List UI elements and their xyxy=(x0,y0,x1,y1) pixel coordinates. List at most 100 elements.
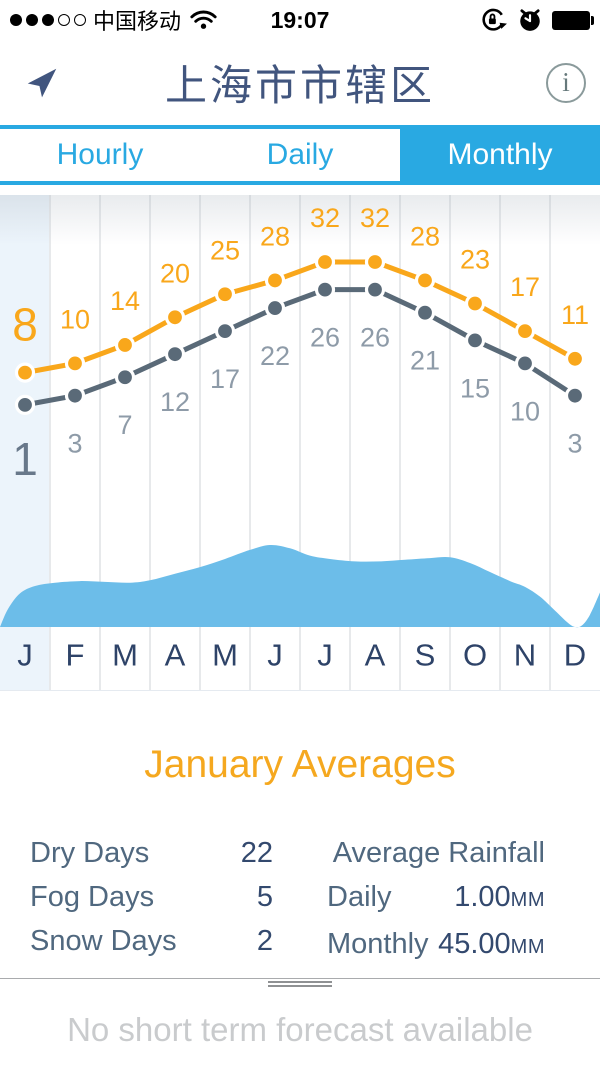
stat-value: 45.00MM xyxy=(438,928,545,960)
averages-title: January Averages xyxy=(144,743,456,786)
month-label: J xyxy=(267,638,283,673)
month-label: A xyxy=(165,638,186,673)
low-temp-value-label: 12 xyxy=(160,387,190,417)
unit-label: MM xyxy=(510,889,545,911)
high-temp-dot xyxy=(14,362,36,383)
high-temp-value-label: 17 xyxy=(510,272,540,302)
info-button[interactable]: i xyxy=(546,62,586,103)
alarm-icon xyxy=(517,7,543,33)
stat-label: Daily xyxy=(327,881,392,913)
stat-row-dry-days: Dry Days 22 xyxy=(30,831,273,875)
carrier-label: 中国移动 xyxy=(93,9,182,34)
low-temp-dot xyxy=(114,367,136,388)
month-label: S xyxy=(415,638,436,673)
high-temp-value-label: 32 xyxy=(310,203,340,233)
unit-label: MM xyxy=(510,936,545,958)
low-temp-dot xyxy=(14,394,36,415)
low-temp-value-label: 21 xyxy=(410,346,440,376)
stat-value: 22 xyxy=(240,837,273,869)
high-temp-value-label: 32 xyxy=(360,203,390,233)
high-temp-value-label: 8 xyxy=(12,299,38,351)
stat-label: Monthly xyxy=(327,928,429,960)
battery-icon xyxy=(552,10,594,30)
high-temp-dot xyxy=(64,353,86,374)
low-temp-value-label: 1 xyxy=(12,433,38,485)
wifi-icon xyxy=(190,10,217,30)
rotation-lock-icon xyxy=(480,7,508,33)
spacer xyxy=(0,185,600,195)
month-label: D xyxy=(564,638,586,673)
high-temp-value-label: 20 xyxy=(160,258,190,288)
low-temp-dot xyxy=(514,353,536,374)
month-label: A xyxy=(365,638,386,673)
drag-handle[interactable] xyxy=(268,981,332,987)
high-temp-value-label: 10 xyxy=(60,304,90,334)
low-temp-dot xyxy=(214,321,236,342)
low-temp-dot xyxy=(464,330,486,351)
month-label: M xyxy=(212,638,238,673)
high-temp-dot xyxy=(414,270,436,291)
stat-row-monthly-rainfall: Monthly 45.00MM xyxy=(327,922,545,969)
month-label: M xyxy=(112,638,138,673)
stat-row-fog-days: Fog Days 5 xyxy=(30,875,273,919)
low-temp-dot xyxy=(314,279,336,300)
low-temp-value-label: 7 xyxy=(117,410,132,440)
status-bar: 中国移动 19:07 xyxy=(0,0,600,40)
month-label: N xyxy=(514,638,536,673)
high-temp-dot xyxy=(364,251,386,273)
forecast-status-message: No short term forecast available xyxy=(67,1011,533,1048)
stat-row-snow-days: Snow Days 2 xyxy=(30,919,273,963)
high-temp-dot xyxy=(314,251,336,273)
low-temp-value-label: 10 xyxy=(510,396,540,426)
month-label: O xyxy=(463,638,487,673)
stat-value: 2 xyxy=(256,925,273,957)
low-temp-dot xyxy=(564,385,586,406)
tab-monthly[interactable]: Monthly xyxy=(400,129,600,181)
location-arrow-button[interactable] xyxy=(20,61,64,105)
stat-value: 1.00MM xyxy=(454,881,545,913)
day-stats-column: Dry Days 22 Fog Days 5 Snow Days 2 xyxy=(30,831,273,969)
page-title: 上海市市辖区 xyxy=(164,62,435,109)
high-temp-dot xyxy=(264,270,286,291)
low-temp-dot xyxy=(164,344,186,365)
rainfall-header: Average Rainfall xyxy=(332,837,545,869)
tab-bar: Hourly Daily Monthly xyxy=(0,125,600,185)
low-temp-value-label: 22 xyxy=(260,341,290,371)
low-temp-dot xyxy=(264,297,286,319)
climate-chart[interactable]: 8 10 14 20 25 28 32 32 28 23 17 11 1 3 7 12 17 22 26 26 21 15… xyxy=(0,195,600,691)
top-fade xyxy=(0,195,600,245)
low-temp-dot xyxy=(64,385,86,406)
month-label: J xyxy=(317,638,333,673)
stat-label: Snow Days xyxy=(30,925,177,957)
high-temp-dot xyxy=(564,348,586,369)
high-temp-dot xyxy=(114,334,136,356)
nav-bar: 上海市市辖区 i xyxy=(0,40,600,125)
high-temp-dot xyxy=(214,284,236,305)
high-temp-value-label: 14 xyxy=(110,286,140,316)
low-temp-value-label: 15 xyxy=(460,373,490,403)
low-temp-value-label: 26 xyxy=(360,323,390,353)
rainfall-column: Average Rainfall Daily 1.00MM Monthly 45… xyxy=(327,831,545,969)
high-temp-dot xyxy=(464,293,486,314)
high-temp-value-label: 11 xyxy=(561,300,589,330)
month-label: F xyxy=(66,638,85,673)
info-icon: i xyxy=(562,67,570,97)
high-temp-dot xyxy=(164,307,186,328)
low-temp-dot xyxy=(414,302,436,323)
high-temp-value-label: 25 xyxy=(210,235,240,265)
high-temp-value-label: 28 xyxy=(260,221,290,251)
low-temp-value-label: 26 xyxy=(310,323,340,353)
tab-daily[interactable]: Daily xyxy=(200,129,400,181)
month-label: J xyxy=(17,638,33,673)
high-temp-dot xyxy=(514,321,536,342)
panel-divider xyxy=(0,978,600,979)
tab-hourly[interactable]: Hourly xyxy=(0,129,200,181)
averages-stats: Dry Days 22 Fog Days 5 Snow Days 2 Avera… xyxy=(0,831,600,969)
low-temp-value-label: 17 xyxy=(210,364,240,394)
stat-label: Fog Days xyxy=(30,881,155,913)
high-temp-value-label: 23 xyxy=(460,244,490,274)
stat-row-daily-rainfall: Daily 1.00MM xyxy=(327,875,545,922)
rainfall-area xyxy=(0,544,600,628)
signal-strength-icon xyxy=(10,14,86,26)
